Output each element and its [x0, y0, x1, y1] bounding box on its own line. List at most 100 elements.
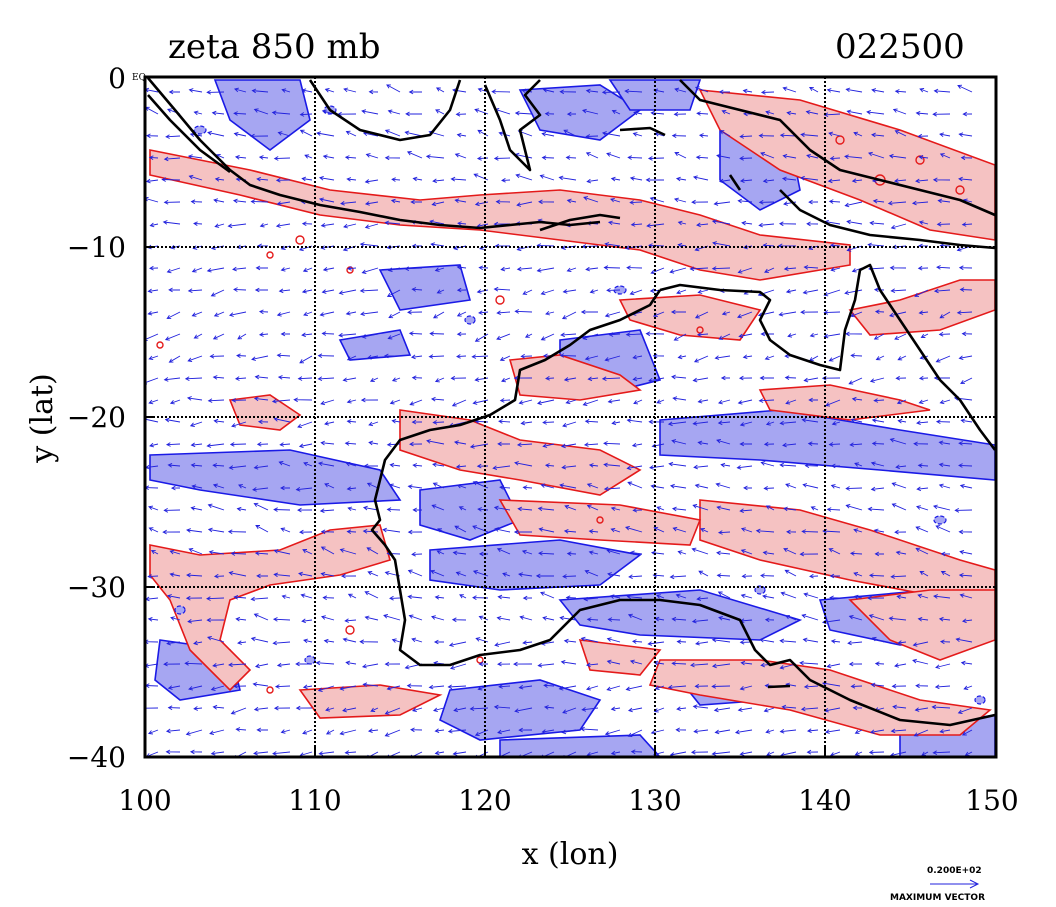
wind-vector [585, 152, 599, 159]
wind-vector [347, 506, 357, 512]
wind-vector [806, 728, 819, 734]
x-tick-label: 120 [458, 784, 511, 817]
wind-vector [253, 750, 269, 756]
wind-vector [236, 353, 247, 358]
wind-vector [540, 591, 555, 599]
wind-vector [407, 309, 423, 315]
wind-vector [214, 223, 225, 228]
wind-vector [894, 89, 907, 94]
wind-vector [716, 573, 731, 578]
wind-vector [448, 641, 467, 647]
wind-vector [831, 420, 841, 426]
wind-vector [254, 663, 269, 669]
wind-vector [295, 661, 312, 667]
wind-vector [604, 311, 621, 318]
wind-vector [541, 155, 555, 160]
wind-vector [871, 418, 885, 423]
wind-vector [148, 505, 159, 511]
wind-vector [700, 528, 709, 533]
title-left: zeta 850 mb [168, 27, 380, 67]
wind-vector [691, 547, 709, 555]
wind-vector [895, 375, 907, 381]
wind-vector [436, 550, 445, 555]
wind-vector [935, 663, 951, 669]
wind-vector [168, 287, 181, 293]
wind-vector [586, 504, 599, 511]
wind-vector [469, 443, 489, 449]
wind-vector [916, 420, 929, 426]
wind-vector [190, 199, 203, 205]
wind-vector [915, 547, 929, 555]
wind-vector [676, 706, 687, 712]
wind-vector [456, 132, 467, 138]
wind-vector [276, 662, 291, 668]
wind-vector [562, 289, 577, 294]
wind-vector [844, 154, 863, 159]
wind-vector [758, 398, 775, 403]
wind-vector [673, 197, 687, 203]
wind-vector [273, 507, 291, 512]
wind-vector [255, 265, 269, 271]
wind-vector [912, 658, 929, 665]
wind-vector [914, 289, 929, 298]
wind-vector [938, 331, 951, 337]
wind-vector [625, 525, 643, 533]
wind-vector [471, 354, 489, 359]
wind-vector [581, 108, 599, 115]
wind-vector [253, 502, 269, 511]
wind-vector [580, 636, 599, 643]
wind-vector [362, 682, 379, 687]
wind-vector [561, 464, 577, 470]
wind-vector [783, 266, 797, 272]
wind-vector [259, 222, 269, 228]
wind-vector [610, 176, 621, 182]
wind-vector [559, 483, 577, 489]
wind-vector [298, 571, 313, 577]
wind-vector [935, 419, 951, 424]
wind-vector [737, 311, 753, 319]
wind-vector [848, 661, 863, 667]
wind-vector [826, 88, 841, 93]
wind-vector [435, 109, 445, 115]
wind-vector [917, 616, 929, 622]
wind-vector [409, 441, 423, 447]
wind-vector [343, 87, 357, 93]
wind-vector [281, 88, 291, 93]
wind-vector [803, 265, 819, 270]
wind-vector [345, 310, 357, 316]
wind-vector [888, 153, 907, 159]
wind-vector [363, 463, 379, 469]
wind-vector [346, 529, 357, 534]
wind-vector [542, 443, 555, 448]
wind-vector [472, 399, 489, 405]
wind-vector [588, 550, 599, 555]
wind-vector [538, 551, 555, 556]
wind-vector [716, 550, 731, 556]
wind-vector [765, 110, 775, 115]
wind-vector [580, 309, 598, 315]
wind-vector [521, 88, 533, 94]
wind-vector [322, 267, 335, 272]
wind-vector [190, 506, 203, 511]
wind-vector [781, 176, 797, 182]
wind-vector [607, 220, 621, 226]
wind-vector [235, 727, 247, 732]
wind-vector [960, 155, 973, 161]
wind-vector [913, 441, 929, 447]
wind-vector [587, 376, 599, 382]
wind-vector [407, 529, 423, 535]
wind-vector [867, 506, 885, 512]
wind-vector [211, 110, 225, 116]
wind-vector [759, 637, 775, 643]
wind-vector [319, 508, 335, 514]
wind-vector [186, 572, 203, 578]
wind-vector [937, 198, 951, 204]
wind-vector [162, 220, 181, 225]
wind-vector [302, 267, 313, 273]
wind-vector [410, 354, 423, 360]
wind-vector [145, 707, 159, 709]
wind-vector [475, 637, 489, 643]
wind-vector [961, 729, 973, 736]
wind-vector [434, 595, 445, 600]
wind-vector [163, 377, 181, 382]
